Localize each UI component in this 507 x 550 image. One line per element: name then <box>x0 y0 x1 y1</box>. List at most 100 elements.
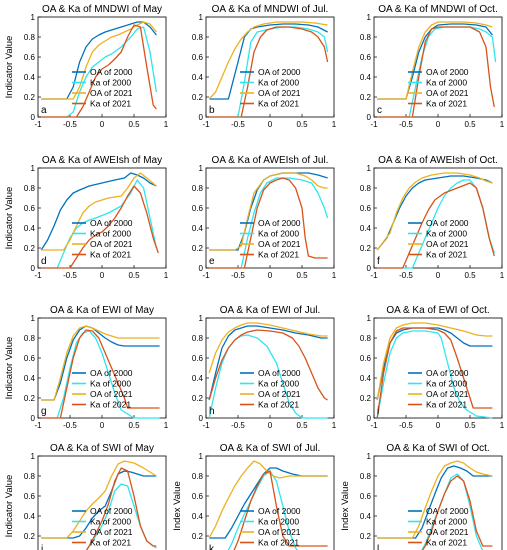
y-tick-label: 0.8 <box>360 334 372 343</box>
series-line-ka-of-2021 <box>85 467 157 550</box>
x-tick-label: -1 <box>34 120 42 129</box>
series-line-ka-of-2021 <box>377 182 495 269</box>
y-tick-label: 0.8 <box>24 33 36 42</box>
y-tick-label: 0.2 <box>24 93 36 102</box>
legend-label: OA of 2000 <box>426 506 469 516</box>
y-tick-label: 1 <box>367 452 372 461</box>
y-tick-label: 0.2 <box>192 394 204 403</box>
series-line-oa-of-2021 <box>208 322 328 374</box>
series-line-ka-of-2021 <box>209 26 329 118</box>
y-tick-label: 0.4 <box>360 512 372 521</box>
legend-label: Ka of 2021 <box>258 538 299 548</box>
x-tick-label: -1 <box>202 120 210 129</box>
series-line-oa-of-2000 <box>41 21 157 100</box>
legend-label: Ka of 2021 <box>90 400 131 410</box>
x-tick-label: 0 <box>100 421 105 430</box>
y-tick-label: 0.8 <box>24 184 36 193</box>
legend-label: Ka of 2021 <box>426 250 467 260</box>
series-line-ka-of-2021 <box>233 470 328 550</box>
y-tick-label: 0.6 <box>360 354 372 363</box>
chart-panel-b: OA & Ka of MNDWI of Jul. 0 0.2 0.4 0.6 0.8 1 -1… <box>192 4 337 129</box>
series-line-oa-of-2021 <box>376 172 493 251</box>
y-tick-label: 0.4 <box>192 73 204 82</box>
y-tick-label: 1 <box>31 13 36 22</box>
x-tick-label: -1 <box>202 421 210 430</box>
chart-panel-c: OA & Ka of MNDWI of Oct. 0 0.2 0.4 0.6 0.8 1 -1… <box>360 4 505 129</box>
panel-letter: e <box>209 256 215 267</box>
legend-label: Ka of 2000 <box>90 379 131 389</box>
x-tick-label: 0 <box>100 120 105 129</box>
series-line-oa-of-2021 <box>41 325 160 401</box>
y-tick-label: 0.8 <box>360 184 372 193</box>
x-tick-label: 1 <box>500 120 505 129</box>
panel-title: OA & Ka of AWEIsh of Jul. <box>212 155 329 166</box>
y-tick-label: 0 <box>31 113 36 122</box>
legend-label: OA of 2021 <box>258 239 301 249</box>
y-tick-label: 0.2 <box>360 244 372 253</box>
panel-letter: b <box>209 105 215 116</box>
legend-label: OA of 2000 <box>258 218 301 228</box>
y-tick-label: 0.2 <box>24 394 36 403</box>
y-tick-label: 1 <box>367 164 372 173</box>
chart-panel-a: OA & Ka of MNDWI of May Indicator Value 0 0… <box>4 4 169 129</box>
legend-label: OA of 2000 <box>426 368 469 378</box>
y-tick-label: 0.8 <box>192 184 204 193</box>
x-tick-label: 0 <box>268 271 273 280</box>
x-tick-label: -1 <box>202 271 210 280</box>
x-tick-label: 0 <box>268 120 273 129</box>
panel-letter: a <box>41 105 47 116</box>
series-line-ka-of-2000 <box>41 26 158 118</box>
legend-label: Ka of 2000 <box>90 229 131 239</box>
legend-label: OA of 2000 <box>90 67 133 77</box>
y-tick-label: 0.4 <box>24 374 36 383</box>
y-tick-label: 0 <box>367 113 372 122</box>
y-tick-label: 0.8 <box>24 472 36 481</box>
y-tick-label: 0.4 <box>192 374 204 383</box>
legend-label: Ka of 2000 <box>426 78 467 88</box>
series-line-ka-of-2021 <box>41 185 159 269</box>
y-tick-label: 0 <box>199 264 204 273</box>
legend-label: Ka of 2000 <box>426 229 467 239</box>
series-line-ka-of-2021 <box>41 24 157 118</box>
y-tick-label: 1 <box>199 314 204 323</box>
legend-label: Ka of 2000 <box>258 379 299 389</box>
series-line-oa-of-2021 <box>208 21 328 100</box>
legend-label: Ka of 2000 <box>258 78 299 88</box>
series-line-ka-of-2021 <box>376 327 493 419</box>
y-tick-label: 0.8 <box>360 472 372 481</box>
panel-title: OA & Ka of EWI of Jul. <box>220 305 321 316</box>
x-tick-label: 0.5 <box>464 421 476 430</box>
panel-letter: i <box>377 406 379 417</box>
x-tick-label: 1 <box>332 120 337 129</box>
legend-label: Ka of 2000 <box>426 517 467 527</box>
x-tick-label: -0.5 <box>399 271 413 280</box>
panel-title: OA & Ka of AWEIsh of May <box>42 155 162 166</box>
chart-panel-i: OA & Ka of EWI of Oct. 0 0.2 0.4 0.6 0.8 1 -1 -0… <box>360 305 505 430</box>
panel-letter: d <box>41 256 47 267</box>
x-tick-label: 0 <box>100 271 105 280</box>
y-tick-label: 0.6 <box>360 204 372 213</box>
chart-panel-k: OA & Ka of SWI of Jul.Index Value00.20.4… <box>172 443 335 550</box>
legend-label: Ka of 2000 <box>258 229 299 239</box>
series-line-ka-of-2000 <box>209 177 329 269</box>
y-tick-label: 0.6 <box>360 492 372 501</box>
series-line-ka-of-2021 <box>421 475 493 550</box>
y-tick-label: 0 <box>31 264 36 273</box>
chart-panel-g: OA & Ka of EWI of May Indicator Value 0 0.2… <box>4 305 169 430</box>
y-tick-label: 0.2 <box>192 244 204 253</box>
series-line-oa-of-2021 <box>208 460 328 539</box>
legend-label: Ka of 2000 <box>258 517 299 527</box>
series-line-oa-of-2021 <box>209 172 328 251</box>
series-line-oa-of-2000 <box>209 23 328 100</box>
y-tick-label: 0.8 <box>192 334 204 343</box>
y-axis-label: Index Value <box>172 481 183 530</box>
y-tick-label: 0.6 <box>24 204 36 213</box>
series-line-oa-of-2000 <box>208 325 328 401</box>
y-tick-label: 0.6 <box>24 492 36 501</box>
y-tick-label: 0.2 <box>360 394 372 403</box>
legend-label: OA of 2000 <box>90 368 133 378</box>
y-tick-label: 1 <box>199 13 204 22</box>
x-tick-label: -0.5 <box>63 421 77 430</box>
y-tick-label: 0.6 <box>24 53 36 62</box>
